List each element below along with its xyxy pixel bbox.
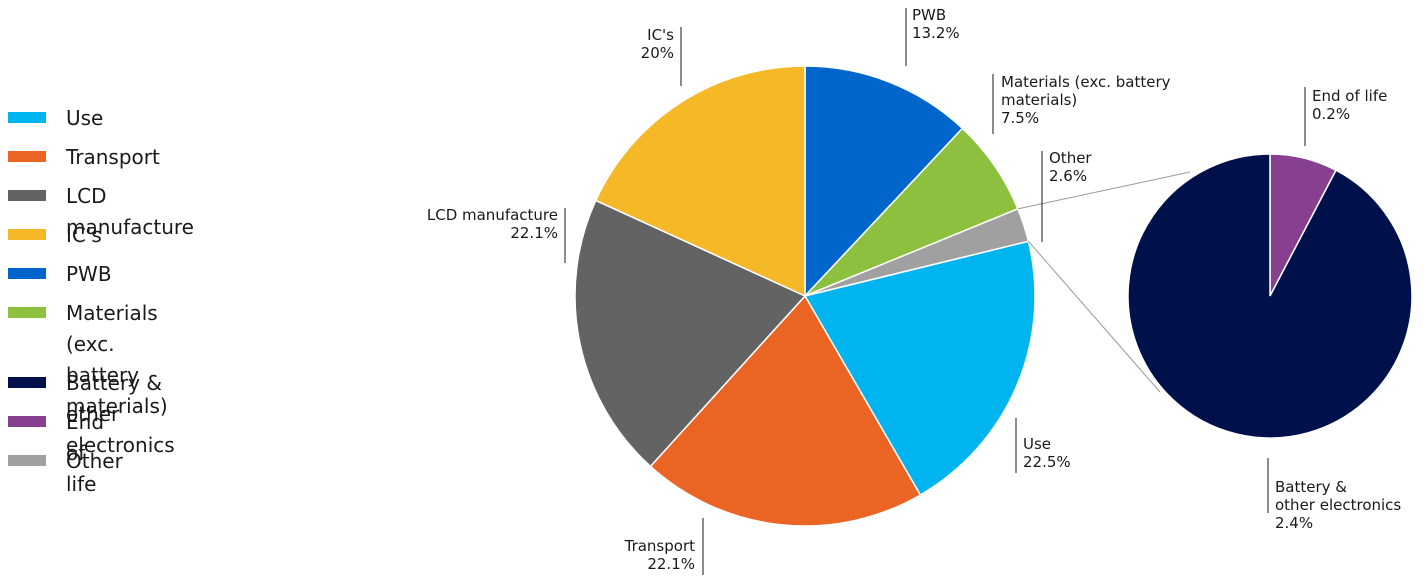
slice-value: 20% [641, 44, 674, 62]
legend-label: End of life [66, 410, 105, 496]
legend-swatch [8, 151, 46, 162]
slice-value: 0.2% [1312, 105, 1350, 123]
pie-slice-lcd [574, 199, 807, 468]
slice-name: Battery & [1275, 478, 1347, 496]
pie-slice-ics [594, 65, 806, 298]
pie-connectors [1017, 171, 1191, 393]
legend-swatch [8, 268, 46, 279]
slice-value: 22.5% [1023, 453, 1071, 471]
slice-value: 22.1% [510, 224, 558, 242]
slice-name: other electronics [1275, 496, 1401, 514]
pie-slice-battery [1127, 153, 1413, 439]
slice-name: Transport [624, 537, 696, 555]
slice-value: 22.1% [647, 555, 695, 573]
legend-label: Other [66, 449, 123, 473]
legend-swatch [8, 190, 46, 201]
slice-value: 13.2% [912, 24, 960, 42]
slice-name: IC's [647, 26, 674, 44]
legend-swatch [8, 455, 46, 466]
legend-label: LCD manufacture [66, 184, 194, 239]
pie-slice-pwb [804, 65, 964, 298]
slice-label-ics: IC's20% [641, 26, 682, 86]
slice-name: Use [1023, 435, 1051, 453]
legend-label: Transport [66, 145, 160, 169]
main-pie [574, 65, 1036, 527]
connector-line [1028, 240, 1161, 393]
slice-value: 2.6% [1049, 167, 1087, 185]
slice-name: Other [1049, 149, 1092, 167]
legend-label: Materials (exc. battery materials) [66, 301, 168, 418]
other-breakdown-pie [1127, 153, 1413, 439]
pie-slice-transport [649, 294, 922, 527]
legend-swatch [8, 377, 46, 388]
legend-label: IC's [66, 223, 102, 247]
legend-swatch [8, 112, 46, 123]
slice-value: 2.4% [1275, 514, 1313, 532]
legend-label: Use [66, 106, 104, 130]
pie-slice-use [803, 240, 1036, 496]
connector-line [1017, 171, 1191, 210]
slice-name: End of life [1312, 87, 1387, 105]
legend-swatch [8, 229, 46, 240]
slice-name: Materials (exc. battery [1001, 73, 1171, 91]
slice-name: materials) [1001, 91, 1077, 109]
legend-label: PWB [66, 262, 112, 286]
slice-name: LCD manufacture [427, 206, 558, 224]
legend-label: Battery & other electronics [66, 371, 175, 457]
slice-value: 7.5% [1001, 109, 1039, 127]
slice-name: PWB [912, 6, 946, 24]
legend-swatch [8, 307, 46, 318]
legend-swatch [8, 416, 46, 427]
